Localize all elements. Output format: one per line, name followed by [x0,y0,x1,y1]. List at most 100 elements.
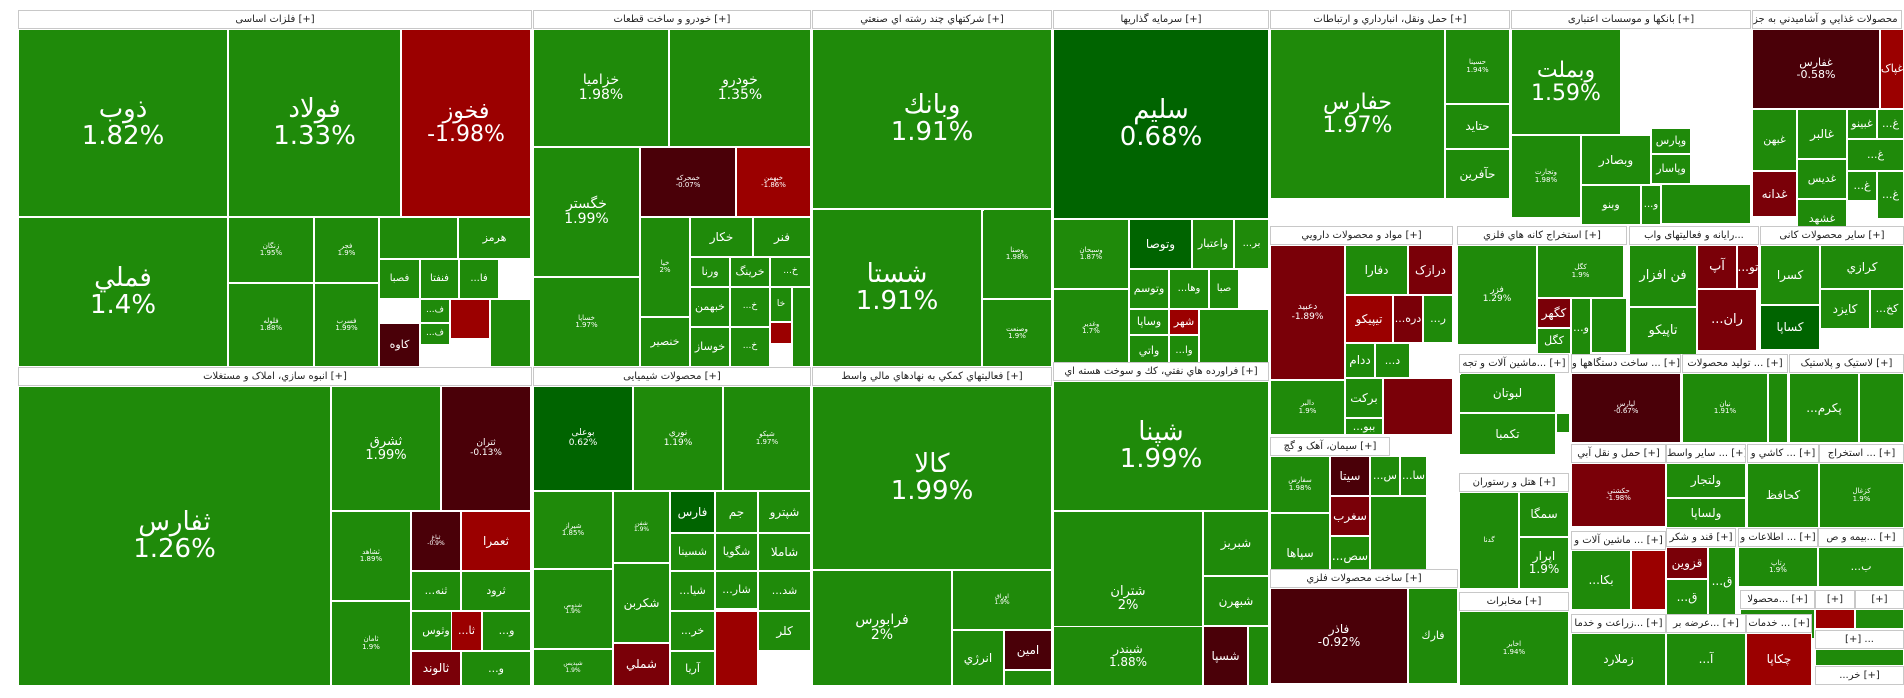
stock-tile[interactable]: ...ف [420,299,450,323]
stock-tile[interactable]: خوساز [690,327,730,367]
stock-tile[interactable]: وصنا 1.98% [982,209,1052,299]
stock-tile[interactable] [770,322,792,344]
sector-header[interactable]: [+] [1815,590,1855,609]
stock-tile[interactable]: اوراق 1.9% [952,570,1052,630]
sector-header[interactable]: حمل و نقل آبي [+] [1571,444,1666,463]
stock-tile[interactable]: ...شار [715,571,758,609]
stock-tile[interactable]: وپاسار [1651,154,1691,184]
stock-tile[interactable]: ...دره [1393,295,1423,343]
stock-tile[interactable]: دفارا [1345,245,1408,295]
sector-header[interactable]: فعاليتهاي كمكي به نهادهاي مالي واسط [+] [812,367,1052,386]
stock-tile[interactable]: ...ق [1666,579,1708,615]
stock-tile[interactable]: ...ق [1708,547,1736,615]
stock-tile[interactable]: شملي [613,643,670,686]
stock-tile[interactable]: كگل 1.9% [1537,245,1624,298]
stock-tile[interactable]: کرازي [1820,245,1904,289]
stock-tile[interactable]: ...شیا [670,571,715,611]
sector-header[interactable]: بانکها و موسسات اعتباری [+] [1511,10,1751,29]
stock-tile[interactable]: وسبحان 1.87% [1053,219,1129,289]
sector-header[interactable]: سایر محصولات کانی [+] [1760,226,1904,245]
sector-header[interactable]: [+] ... [1815,630,1904,649]
stock-tile[interactable]: ثشرق 1.99% [331,386,441,511]
stock-tile[interactable]: ...د [1375,343,1410,378]
stock-tile[interactable] [490,299,531,367]
stock-tile[interactable]: ...ب [1818,547,1904,587]
stock-tile[interactable]: ثتران -0.13% [441,386,531,511]
stock-tile[interactable]: وغدير 1.7% [1053,289,1129,367]
stock-tile[interactable]: حآفرين [1445,149,1510,199]
stock-tile[interactable]: فزر 1.29% [1457,245,1537,345]
stock-tile[interactable]: فخوز -1.98% [401,29,531,217]
stock-tile[interactable] [1757,245,1759,247]
stock-tile[interactable]: برکت [1345,378,1383,418]
stock-tile[interactable]: وتجارت 1.98% [1511,135,1581,218]
stock-tile[interactable]: خیا 2% [640,217,690,317]
stock-tile[interactable]: قزوين [1666,547,1708,579]
stock-tile[interactable]: کالا 1.99% [812,386,1052,570]
stock-tile[interactable]: وصنعت 1.9% [982,299,1052,367]
stock-tile[interactable]: خساپا 1.97% [533,277,640,367]
stock-tile[interactable]: ...و [1641,185,1661,225]
stock-tile[interactable]: وتوصا [1129,219,1192,269]
stock-tile[interactable]: لپارس -0.67% [1571,373,1681,443]
stock-tile[interactable]: ...غ [1877,109,1904,139]
stock-tile[interactable]: فاذر -0.92% [1270,588,1408,684]
stock-tile[interactable]: ...پکرم [1789,373,1859,443]
sector-header[interactable]: ماشین آلات و تجه... [+] [1459,354,1569,373]
sector-header[interactable]: استخراج ... [+] [1819,444,1904,463]
stock-tile[interactable]: ...آ [1666,633,1746,686]
sector-header[interactable]: محصولا... [+] [1740,590,1815,609]
sector-header[interactable]: [+] [1855,590,1904,609]
stock-tile[interactable]: رتاپ 1.9% [1738,547,1818,587]
stock-tile[interactable] [1270,199,1272,201]
stock-tile[interactable]: شبندر 1.88% [1053,626,1203,686]
sector-header[interactable]: لاستیک و پلاستیک [+] [1789,354,1904,373]
stock-tile[interactable]: فلوله 1.88% [228,283,314,367]
stock-tile[interactable]: ...ف [420,323,450,345]
stock-tile[interactable]: ثرود [461,571,531,611]
stock-tile[interactable]: نیان 1.91% [1682,373,1768,443]
stock-tile[interactable]: سیتا [1330,456,1370,496]
stock-tile[interactable]: شفن 1.9% [613,491,670,563]
stock-tile[interactable]: آریا [670,651,715,686]
sector-header[interactable]: زراعت و خدما... [+] [1571,614,1666,633]
sector-header[interactable]: رایانه و فعالیتهای واب... [1629,226,1759,245]
stock-tile[interactable]: ...خ [730,287,770,327]
stock-tile[interactable]: امین [1004,630,1052,670]
stock-tile[interactable] [1859,373,1904,443]
stock-tile[interactable]: کگهر [1537,298,1571,328]
stock-tile[interactable]: غپاک [1880,29,1904,109]
stock-tile[interactable]: خرينگ [730,257,770,287]
stock-tile[interactable] [1248,626,1269,686]
stock-tile[interactable]: صبا [1209,269,1239,309]
stock-tile[interactable]: کزغال 1.9% [1819,463,1904,528]
stock-tile[interactable]: وبنو [1581,185,1641,225]
stock-tile[interactable] [792,287,811,367]
stock-tile[interactable]: کحافظ [1747,463,1819,528]
stock-tile[interactable]: ...کخ [1870,289,1904,329]
stock-tile[interactable]: خگستر 1.99% [533,147,640,277]
stock-tile[interactable]: وپارس [1651,128,1691,154]
stock-tile[interactable]: ...و [1571,298,1591,358]
stock-tile[interactable]: خزامیا 1.98% [533,29,669,147]
stock-tile[interactable]: ...ثا [451,611,482,651]
stock-tile[interactable]: ...شد [758,571,811,611]
stock-tile[interactable]: خبهمن [690,287,730,327]
stock-tile[interactable]: ...و [461,651,531,686]
stock-tile[interactable]: سفارس 1.98% [1270,456,1330,513]
stock-tile[interactable]: وساپا [1129,309,1169,335]
stock-tile[interactable]: شگویا [715,533,758,571]
stock-tile[interactable]: گدنا [1459,492,1519,589]
stock-tile[interactable]: فملي 1.4% [18,217,228,367]
stock-tile[interactable]: شدوص 1.9% [533,569,613,649]
stock-tile[interactable]: خبهمن -1.86% [736,147,811,217]
stock-tile[interactable]: غدیس [1797,159,1847,199]
sector-header[interactable]: مواد و محصولات دارويي [+] [1270,226,1453,245]
stock-tile[interactable]: دعبید -1.89% [1270,245,1345,380]
stock-tile[interactable]: نوري 1.19% [633,386,723,491]
stock-tile[interactable]: شکربن [613,563,670,643]
stock-tile[interactable]: خا [770,287,792,322]
stock-tile[interactable]: فولاد 1.33% [228,29,401,217]
stock-tile[interactable]: فارس [670,491,715,533]
stock-tile[interactable]: حفارس 1.97% [1270,29,1445,199]
